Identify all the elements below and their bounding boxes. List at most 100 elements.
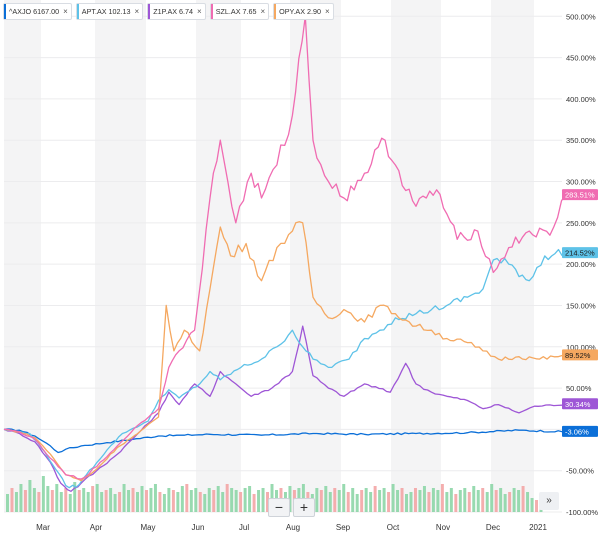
legend-item[interactable]: OPY.AX 2.90 ×	[273, 3, 334, 20]
zoom-in-button[interactable]: +	[293, 498, 315, 517]
volume-bar	[378, 490, 382, 512]
y-tick-label: 200.00%	[566, 260, 596, 269]
volume-bar	[324, 486, 328, 512]
volume-bar	[225, 484, 229, 512]
remove-series-icon[interactable]: ×	[324, 7, 330, 16]
volume-bar	[68, 494, 72, 512]
volume-bar	[41, 476, 45, 512]
volume-bar	[413, 488, 417, 512]
volume-bar	[436, 490, 440, 512]
volume-bar	[409, 492, 413, 512]
volume-bar	[100, 492, 104, 512]
volume-bar	[476, 490, 480, 512]
volume-bar	[221, 492, 225, 512]
legend-label: ^AXJO 6167.00	[9, 7, 60, 16]
series-line-aptax	[3, 248, 566, 489]
volume-bar	[131, 488, 135, 512]
legend-color-swatch	[148, 4, 151, 19]
volume-bar	[91, 486, 95, 512]
volume-bar	[373, 486, 377, 512]
volume-bar	[508, 492, 512, 512]
legend-item[interactable]: APT.AX 102.13 ×	[75, 3, 144, 20]
volume-bar	[198, 492, 202, 512]
volume-bar	[337, 490, 341, 512]
end-label-bg	[562, 398, 598, 410]
legend-color-swatch	[76, 4, 79, 19]
volume-bar	[10, 488, 14, 512]
volume-bar	[113, 494, 117, 512]
end-label: 30.34%	[562, 398, 598, 410]
volume-bar	[445, 492, 449, 512]
volume-bar	[364, 488, 368, 512]
end-label: 214.52%	[562, 247, 598, 259]
zoom-controls: − +	[268, 498, 315, 517]
y-tick-label: -50.00%	[566, 467, 594, 476]
remove-series-icon[interactable]: ×	[134, 7, 140, 16]
volume-bar	[503, 494, 507, 512]
volume-bar	[239, 492, 243, 512]
volume-bar	[14, 492, 18, 512]
volume-bar	[37, 492, 41, 512]
remove-series-icon[interactable]: ×	[63, 7, 68, 16]
volume-bar	[189, 490, 193, 512]
volume-bar	[73, 482, 77, 512]
volume-bar	[149, 488, 153, 512]
volume-bar	[153, 484, 157, 512]
end-label-bg	[562, 189, 598, 201]
legend-label: APT.AX 102.13	[81, 7, 131, 16]
volume-bar	[346, 492, 350, 512]
scroll-right-button[interactable]: »	[539, 492, 559, 510]
volume-bar	[315, 488, 319, 512]
volume-bar	[50, 490, 54, 512]
y-tick-label: 350.00%	[566, 136, 596, 145]
x-tick-label: Jul	[239, 523, 249, 532]
volume-bar	[333, 488, 337, 512]
legend-label: Z1P.AX 6.74	[153, 7, 194, 16]
end-label-bg	[562, 247, 598, 259]
legend-item[interactable]: SZL.AX 7.65 ×	[209, 3, 270, 20]
volume-bar	[207, 488, 211, 512]
volume-bar	[328, 492, 332, 512]
remove-series-icon[interactable]: ×	[260, 7, 266, 16]
y-tick-label: 250.00%	[566, 219, 596, 228]
end-label-text: -3.06%	[565, 427, 589, 436]
volume-bar	[109, 488, 113, 512]
volume-bar	[122, 484, 126, 512]
volume-bar	[530, 498, 534, 512]
end-label: 283.51%	[562, 189, 598, 201]
zoom-out-button[interactable]: −	[268, 498, 290, 517]
x-axis: Mar Apr May Jun Jul Aug Sep Oct Nov Dec 2021	[36, 523, 547, 532]
legend-item[interactable]: ^AXJO 6167.00 ×	[3, 3, 72, 20]
volume-bar	[418, 490, 422, 512]
volume-bar	[517, 490, 521, 512]
y-tick-label: -100.00%	[566, 508, 598, 517]
end-label-bg	[562, 425, 598, 437]
legend-item[interactable]: Z1P.AX 6.74 ×	[147, 3, 206, 20]
volume-bar	[431, 488, 435, 512]
volume-bar	[230, 488, 234, 512]
volume-bar	[180, 486, 184, 512]
volume-bar	[140, 486, 144, 512]
volume-bar	[212, 490, 216, 512]
volume-bar	[400, 488, 404, 512]
volume-bar	[19, 484, 23, 512]
volume-bar	[162, 494, 166, 512]
volume-bar	[194, 488, 198, 512]
series-line-z1pax	[3, 325, 566, 492]
y-tick-label: 150.00%	[566, 301, 596, 310]
x-tick-label: Apr	[90, 523, 103, 532]
series-lines	[3, 15, 566, 492]
x-tick-label: Jun	[192, 523, 205, 532]
volume-bar	[355, 494, 359, 512]
volume-bars	[6, 476, 543, 512]
volume-bar	[521, 486, 525, 512]
volume-bar	[64, 488, 68, 512]
volume-bar	[216, 486, 220, 512]
remove-series-icon[interactable]: ×	[197, 7, 202, 16]
volume-bar	[449, 488, 453, 512]
volume-bar	[46, 486, 50, 512]
series-line-opyax	[3, 221, 566, 482]
month-band	[4, 0, 41, 512]
volume-bar	[382, 488, 386, 512]
volume-bar	[86, 492, 90, 512]
